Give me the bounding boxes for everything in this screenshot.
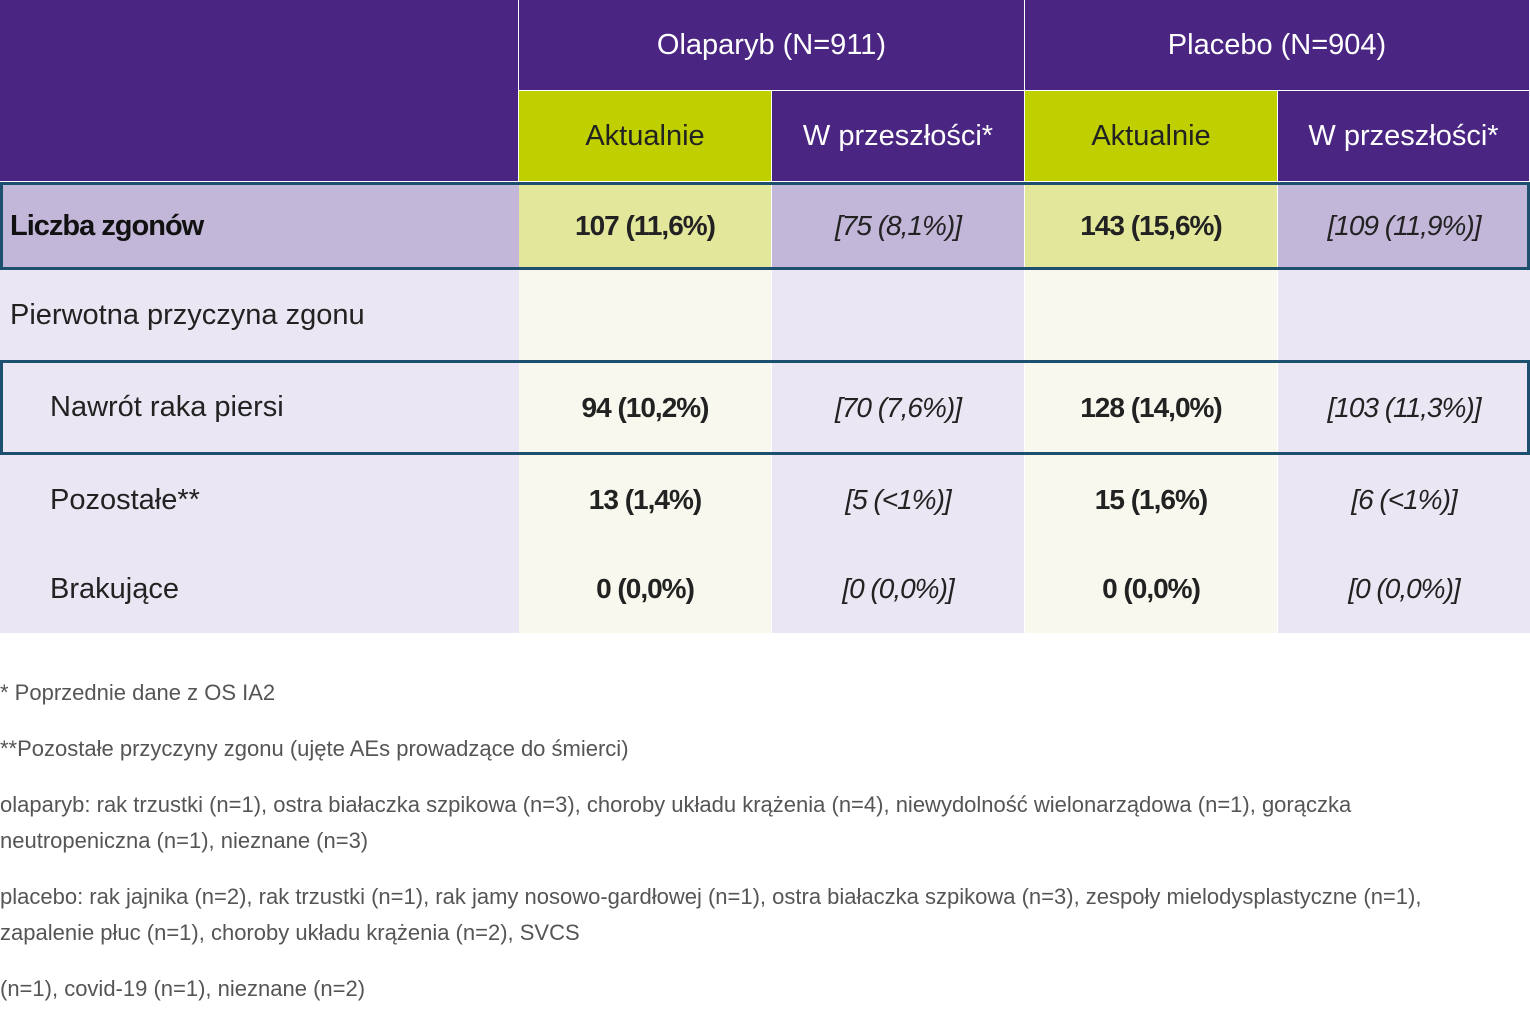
footnote: (n=1), covid-19 (n=1), nieznane (n=2) (0, 976, 366, 1001)
header-corner (0, 0, 518, 181)
footnote: olaparyb: rak trzustki (n=1), ostra biał… (0, 792, 1352, 853)
cell-value: 107 (11,6%) (519, 182, 771, 270)
cell-empty (1025, 270, 1277, 360)
row-label: Pozostałe** (0, 455, 519, 545)
cell-value: 128 (14,0%) (1025, 360, 1277, 455)
sub-header: Aktualnie (519, 91, 771, 181)
sub-header: W przeszłości* (1278, 91, 1529, 181)
footnote: placebo: rak jajnika (n=2), rak trzustki… (0, 884, 1422, 945)
cell-value: [0 (0,0%)] (1278, 545, 1530, 633)
sub-header: Aktualnie (1025, 91, 1277, 181)
cell-value: 0 (0,0%) (1025, 545, 1277, 633)
row-label: Pierwotna przyczyna zgonu (0, 270, 519, 360)
cell-value: 94 (10,2%) (519, 360, 771, 455)
cell-empty (772, 270, 1024, 360)
row-label: Liczba zgonów (0, 182, 519, 270)
cell-value: 13 (1,4%) (519, 455, 771, 545)
group-header: Olaparyb (N=911) (519, 0, 1024, 90)
row-label: Nawrót raka piersi (0, 360, 519, 455)
cell-value: [6 (<1%)] (1278, 455, 1530, 545)
row-label: Brakujące (0, 545, 519, 633)
cell-value: [0 (0,0%)] (772, 545, 1024, 633)
cell-value: 15 (1,6%) (1025, 455, 1277, 545)
footnote: **Pozostałe przyczyny zgonu (ujęte AEs p… (0, 736, 629, 761)
cell-empty (519, 270, 771, 360)
sub-header: W przeszłości* (772, 91, 1024, 181)
cell-value: [70 (7,6%)] (772, 360, 1024, 455)
cell-empty (1278, 270, 1530, 360)
cell-value: [75 (8,1%)] (772, 182, 1024, 270)
cell-value: [103 (11,3%)] (1278, 360, 1530, 455)
cell-value: [109 (11,9%)] (1278, 182, 1530, 270)
cell-value: 143 (15,6%) (1025, 182, 1277, 270)
group-header: Placebo (N=904) (1025, 0, 1529, 90)
cell-value: 0 (0,0%) (519, 545, 771, 633)
footnote: * Poprzednie dane z OS IA2 (0, 680, 276, 705)
cell-value: [5 (<1%)] (772, 455, 1024, 545)
